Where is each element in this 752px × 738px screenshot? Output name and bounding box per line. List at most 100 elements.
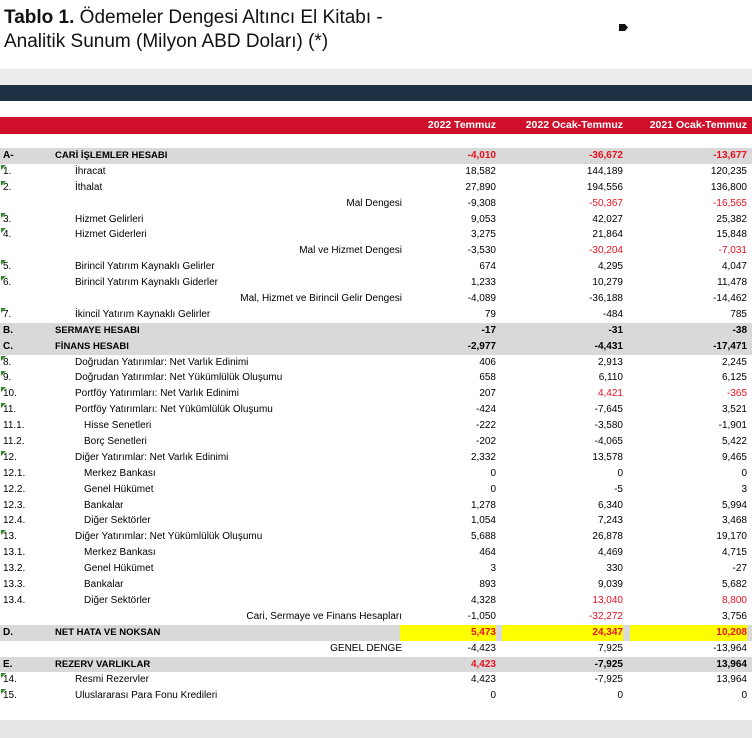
value-cell: 1,233 (470, 277, 496, 289)
value-cell: -222 (475, 420, 496, 432)
table-row: 1. İhracat 18,582 144,189 120,235 (0, 164, 752, 180)
value-cell: 330 (606, 563, 623, 575)
table-row: 12.4. Diğer Sektörler 1,054 7,243 3,468 (0, 513, 752, 529)
table-row: 13.3. Bankalar 893 9,039 5,682 (0, 577, 752, 593)
value-cell: 11,478 (717, 277, 747, 289)
subtotal-row: Mal, Hizmet ve Birincil Gelir Dengesi -4,… (0, 291, 752, 307)
value-cell: 0 (741, 467, 747, 479)
value-cell: 674 (479, 261, 496, 273)
value-cell: -31 (608, 324, 623, 336)
value-cell: 7,243 (597, 515, 623, 527)
value-cell: 2,913 (597, 356, 623, 368)
value-cell: 13,964 (716, 674, 747, 686)
value-cell: -5 (614, 483, 623, 495)
value-cell: 27,890 (465, 181, 496, 193)
value-cell: 3 (741, 483, 747, 495)
row-code: 11.1. (3, 420, 25, 432)
cell-note-marker-icon (1, 260, 6, 266)
row-label: Genel Hükümet (84, 563, 154, 575)
table-row: 15. Uluslararası Para Fonu Kredileri 0 0 0 (0, 688, 752, 704)
row-code: E. (3, 658, 13, 670)
row-label: Hisse Senetleri (84, 420, 152, 432)
row-label: FİNANS HESABI (55, 340, 129, 352)
subtotal-row: Cari, Sermaye ve Finans Hesapları -1,050 -… (0, 609, 752, 625)
comment-marker-icon (619, 24, 628, 31)
row-label: Mal Dengesi (346, 197, 402, 209)
value-cell: 1,054 (470, 515, 496, 527)
row-code: 12.3. (3, 499, 26, 511)
row-label: Doğrudan Yatırımlar: Net Varlık Edinimi (75, 356, 249, 368)
row-code: 13.3. (3, 579, 26, 591)
value-cell: 2,332 (470, 451, 496, 463)
section-row: D. NET HATA VE NOKSAN 5,473 24,347 10,208 (0, 624, 752, 641)
value-cell: 25,382 (716, 213, 747, 225)
row-label: NET HATA VE NOKSAN (55, 626, 161, 638)
value-cell: 6,110 (598, 372, 623, 384)
value-cell: 3,468 (721, 515, 747, 527)
value-cell: 4,047 (721, 261, 747, 273)
value-cell: -14,462 (713, 293, 747, 305)
value-cell: -4,065 (594, 436, 623, 448)
row-code: 10. (3, 388, 17, 400)
row-code: 13.4. (3, 594, 26, 606)
section-row: E. REZERV VARLIKLAR 4,423 -7,925 13,964 (0, 656, 752, 673)
row-label: Bankalar (84, 499, 124, 511)
value-cell: 0 (490, 467, 496, 479)
row-code: 12.1. (3, 467, 26, 479)
table-row: 12.3. Bankalar 1,278 6,340 5,994 (0, 498, 752, 514)
row-code: C. (3, 340, 13, 352)
cell-note-marker-icon (1, 355, 6, 361)
value-cell: 10,279 (592, 277, 623, 289)
value-cell: -38 (732, 324, 747, 336)
value-cell: 3,521 (721, 404, 747, 416)
row-code: 11.2. (3, 436, 25, 448)
value-cell: 13,964 (716, 658, 747, 670)
value-cell: 24,347 (502, 624, 623, 641)
row-code: 13. (3, 531, 17, 543)
row-code: 1. (3, 165, 12, 177)
value-cell: -13,964 (713, 642, 747, 654)
row-label: Merkez Bankası (84, 467, 156, 479)
value-cell: 0 (617, 690, 623, 702)
row-label: Diğer Yatırımlar: Net Yükümlülük Oluşumu (75, 531, 263, 543)
value-cell: -7,031 (718, 245, 747, 257)
row-label: Diğer Sektörler (84, 515, 151, 527)
value-cell: 19,170 (716, 531, 747, 543)
row-label: Birincil Yatırım Kaynaklı Giderler (75, 277, 219, 289)
title-line1: Ödemeler Dengesi Altıncı El Kitabı - (74, 7, 383, 28)
value-cell: -4,423 (467, 642, 496, 654)
row-label: Portföy Yatırımları: Net Yükümlülük Oluş… (75, 404, 273, 416)
cell-note-marker-icon (1, 228, 6, 234)
row-code: D. (3, 626, 13, 638)
value-cell: -1,050 (467, 610, 496, 622)
value-cell: 4,423 (470, 674, 496, 686)
table-row: 3. Hizmet Gelirleri 9,053 42,027 25,382 (0, 212, 752, 228)
row-code: 3. (3, 213, 12, 225)
value-cell: -17 (481, 324, 496, 336)
value-cell: -30,204 (589, 245, 623, 257)
table-row: 4. Hizmet Giderleri 3,275 21,864 15,848 (0, 227, 752, 243)
table-row: 11.2. Borç Senetleri -202 -4,065 5,422 (0, 434, 752, 450)
value-cell: 0 (490, 690, 496, 702)
value-cell: -27 (732, 563, 747, 575)
value-cell: 120,235 (710, 165, 747, 177)
value-cell: 136,800 (710, 181, 747, 193)
value-cell: -50,367 (589, 197, 623, 209)
cell-note-marker-icon (1, 403, 6, 409)
row-code: 7. (3, 308, 12, 320)
value-cell: 0 (741, 690, 747, 702)
value-cell: -7,925 (594, 658, 623, 670)
value-cell: 3,756 (721, 610, 747, 622)
value-cell: 144,189 (586, 165, 623, 177)
cell-note-marker-icon (1, 307, 6, 313)
value-cell: 4,469 (597, 547, 623, 559)
value-cell: 18,582 (465, 165, 496, 177)
table-row: 12.2. Genel Hükümet 0 -5 3 (0, 482, 752, 498)
row-code: 14. (3, 674, 17, 686)
value-cell: -13,677 (713, 150, 747, 161)
page-title: Tablo 1. Ödemeler Dengesi Altıncı El Kit… (4, 6, 604, 54)
value-cell: -4,010 (467, 150, 496, 161)
value-cell: 5,473 (400, 624, 496, 641)
row-label: Diğer Sektörler (84, 594, 151, 606)
row-code: 2. (3, 181, 12, 193)
